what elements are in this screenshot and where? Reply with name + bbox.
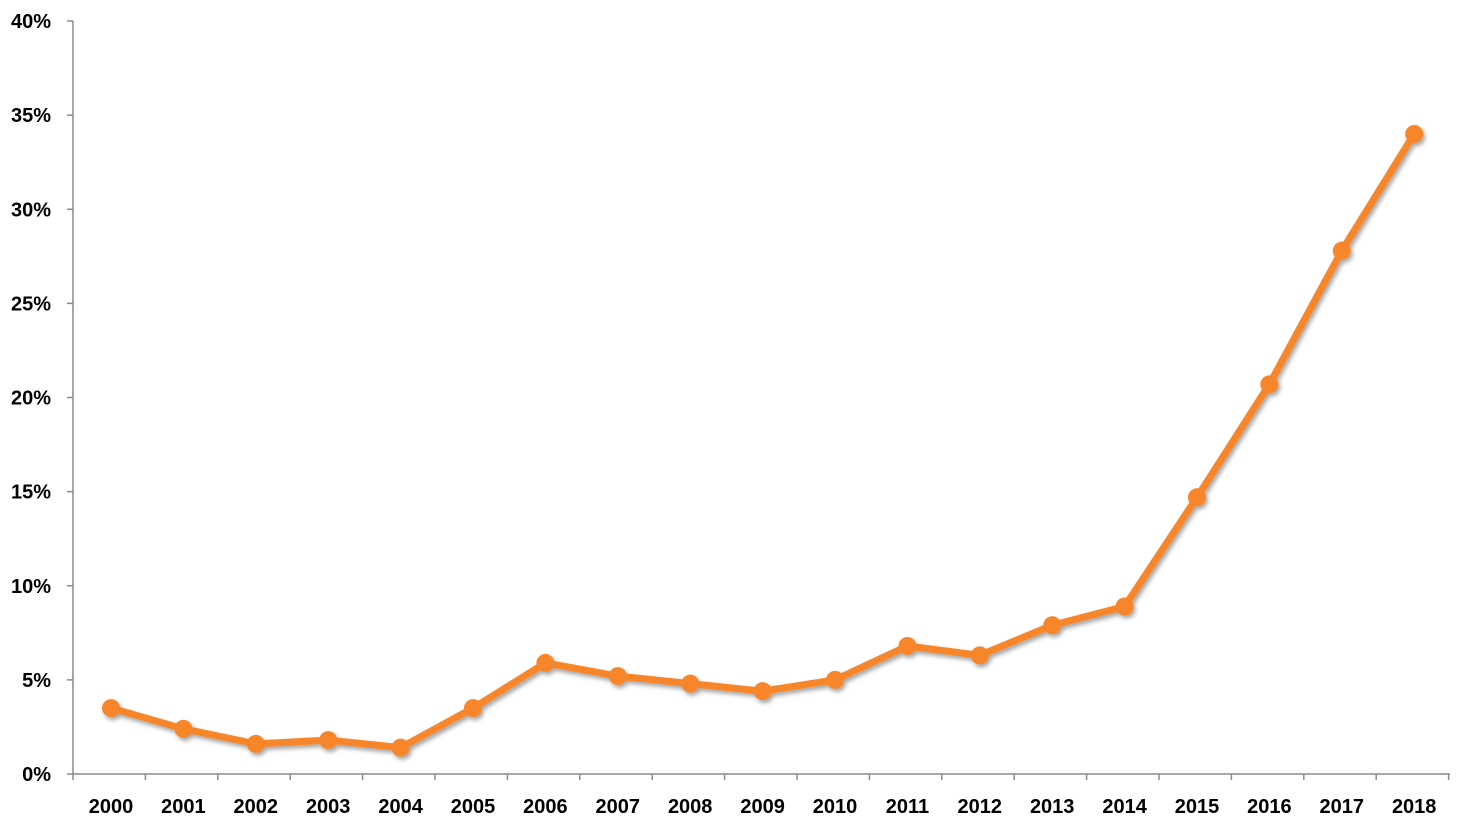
y-tick-label: 35%: [11, 105, 51, 127]
data-point: [102, 699, 120, 718]
y-tick-label: 40%: [11, 11, 51, 33]
x-tick-label: 2011: [886, 796, 929, 818]
x-tick-label: 2000: [89, 796, 134, 818]
x-tick-label: 2008: [668, 796, 713, 818]
x-tick-label: 2014: [1102, 796, 1147, 818]
data-point: [1332, 241, 1351, 260]
x-tick-label: 2012: [958, 796, 1003, 818]
y-tick-label: 10%: [11, 576, 51, 598]
y-axis-ticks: 0% 5% 10% 15% 20% 25% 30% 35% 40%: [11, 11, 73, 786]
data-point: [681, 674, 700, 693]
x-tick-label: 2001: [161, 796, 206, 818]
x-tick-label: 2006: [523, 796, 568, 818]
data-point: [1405, 124, 1424, 143]
x-tick-label: 2018: [1392, 796, 1437, 818]
series-line: [107, 130, 1418, 752]
y-tick-label: 0%: [22, 764, 51, 786]
data-point: [246, 734, 265, 753]
x-tick-label: 2013: [1030, 796, 1075, 818]
data-point: [753, 682, 772, 701]
data-point: [826, 670, 844, 689]
data-point: [464, 699, 482, 718]
data-point: [1188, 488, 1206, 507]
data-point: [1115, 597, 1134, 616]
y-tick-label: 30%: [11, 199, 51, 221]
x-axis-ticks: 2000 2001 2002 2003 2004 2005 2006 2007 2008 2009…: [72, 774, 1450, 818]
y-tick-label: 25%: [11, 293, 51, 315]
x-tick-label: 2017: [1320, 796, 1365, 818]
x-tick-label: 2007: [596, 796, 641, 818]
data-point: [536, 653, 555, 672]
y-tick-label: 20%: [11, 388, 51, 410]
x-tick-label: 2005: [451, 796, 496, 818]
data-point: [319, 731, 338, 750]
x-tick-label: 2010: [813, 796, 858, 818]
y-tick-label: 5%: [22, 670, 51, 692]
data-point: [391, 738, 410, 757]
data-point: [898, 636, 917, 655]
data-point: [1260, 375, 1279, 394]
y-tick-label: 15%: [11, 482, 51, 504]
x-tick-label: 2003: [306, 796, 351, 818]
data-point: [970, 646, 989, 665]
series-group: [102, 124, 1424, 757]
x-tick-label: 2009: [740, 796, 785, 818]
data-point: [608, 667, 627, 686]
x-tick-label: 2004: [378, 796, 423, 818]
series: [102, 124, 1424, 757]
data-point: [1043, 616, 1062, 635]
x-tick-label: 2002: [234, 796, 279, 818]
data-point: [174, 719, 193, 738]
axes: [72, 21, 1450, 775]
x-tick-label: 2016: [1247, 796, 1292, 818]
x-tick-label: 2015: [1175, 796, 1220, 818]
